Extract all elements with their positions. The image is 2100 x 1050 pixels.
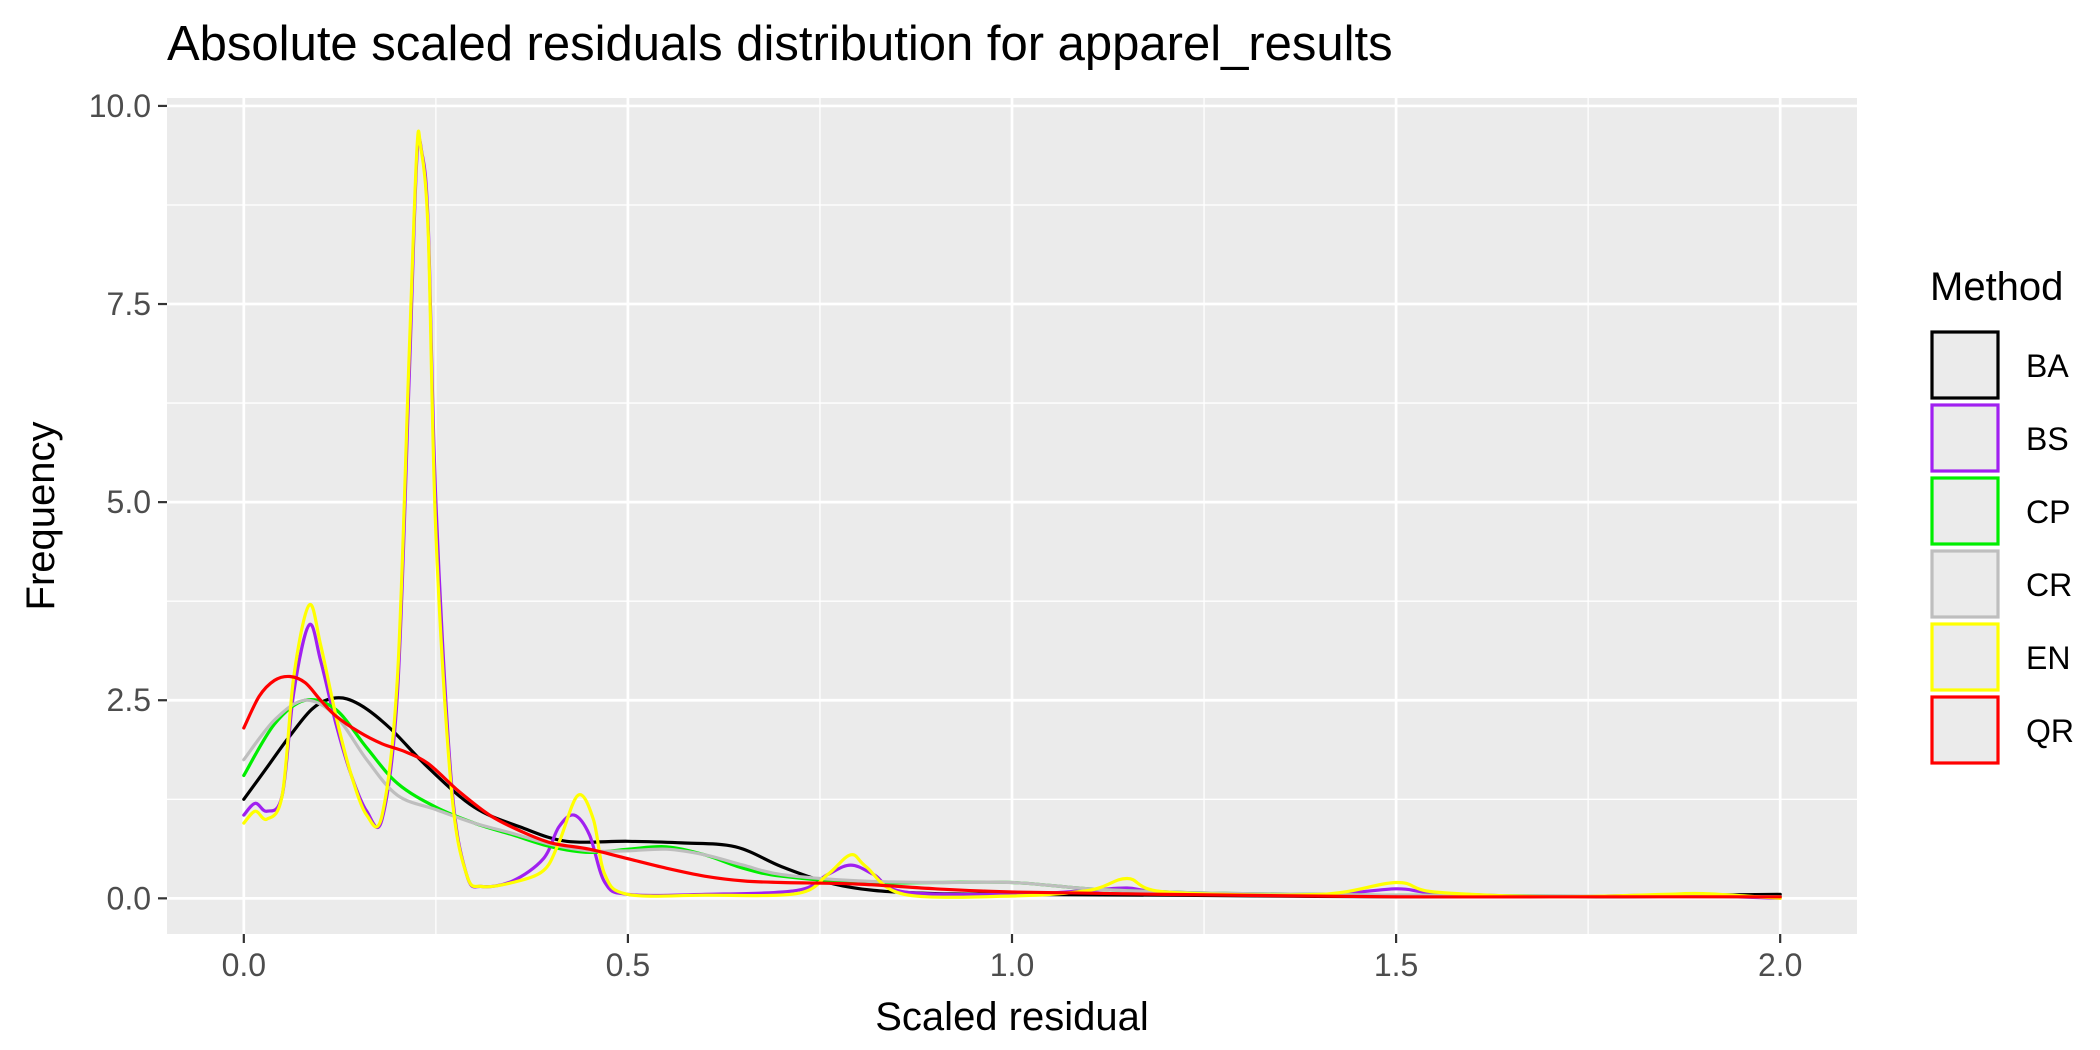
legend-label-qr: QR: [2026, 713, 2074, 749]
legend-label-en: EN: [2026, 640, 2070, 676]
y-axis-title: Frequency: [19, 422, 63, 611]
y-tick-label: 2.5: [107, 682, 151, 718]
legend-key-cr: [1930, 549, 2000, 619]
axes: 0.0 0.5 1.0 1.5 2.0 0.0 2.5 5.0 7.5 10.0: [89, 88, 1803, 983]
legend-title: Method: [1930, 265, 2063, 309]
y-tick-label: 0.0: [107, 880, 151, 916]
x-axis-title: Scaled residual: [875, 995, 1149, 1039]
legend-label-ba: BA: [2026, 348, 2069, 384]
legend: Method BA BS CP CR EN QR: [1930, 265, 2074, 765]
x-tick-label: 2.0: [1758, 947, 1802, 983]
y-tick-label: 7.5: [107, 286, 151, 322]
x-tick-label: 1.0: [990, 947, 1034, 983]
legend-key-qr: [1930, 695, 2000, 765]
legend-key-en: [1930, 622, 2000, 692]
grid-lines: [167, 98, 1857, 934]
x-tick-label: 0.5: [606, 947, 650, 983]
x-tick-label: 0.0: [222, 947, 266, 983]
series-line-qr: [242, 674, 1782, 899]
legend-label-cr: CR: [2026, 567, 2072, 603]
chart-title: Absolute scaled residuals distribution f…: [167, 17, 1393, 71]
legend-label-bs: BS: [2026, 421, 2069, 457]
legend-key-bs: [1930, 403, 2000, 473]
series-line-en: [242, 129, 1782, 900]
legend-key-ba: [1930, 330, 2000, 400]
y-tick-label: 5.0: [107, 484, 151, 520]
series-lines: [242, 129, 1782, 900]
x-tick-label: 1.5: [1374, 947, 1418, 983]
y-tick-label: 10.0: [89, 88, 151, 124]
legend-label-cp: CP: [2026, 494, 2070, 530]
legend-key-cp: [1930, 476, 2000, 546]
